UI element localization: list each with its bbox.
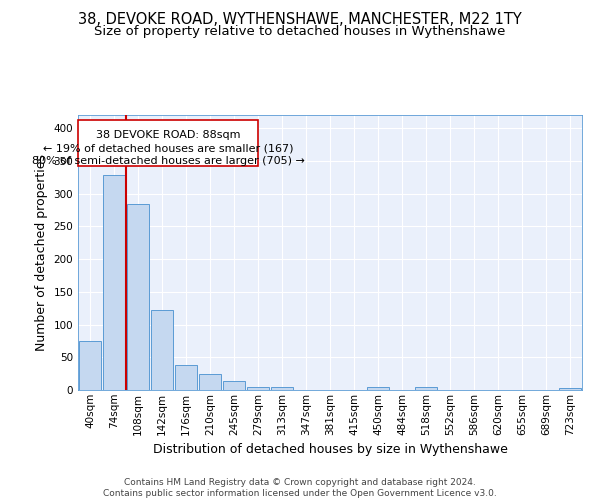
Text: 80% of semi-detached houses are larger (705) →: 80% of semi-detached houses are larger (… — [32, 156, 305, 166]
Text: 38 DEVOKE ROAD: 88sqm: 38 DEVOKE ROAD: 88sqm — [96, 130, 241, 140]
Bar — [199, 374, 221, 390]
Text: ← 19% of detached houses are smaller (167): ← 19% of detached houses are smaller (16… — [43, 144, 294, 154]
Bar — [223, 381, 245, 390]
Bar — [247, 388, 269, 390]
Bar — [415, 388, 437, 390]
Bar — [175, 365, 197, 390]
Bar — [103, 175, 125, 390]
Text: Size of property relative to detached houses in Wythenshawe: Size of property relative to detached ho… — [94, 25, 506, 38]
Bar — [127, 204, 149, 390]
Bar — [367, 386, 389, 390]
Text: Contains HM Land Registry data © Crown copyright and database right 2024.
Contai: Contains HM Land Registry data © Crown c… — [103, 478, 497, 498]
Bar — [151, 310, 173, 390]
Y-axis label: Number of detached properties: Number of detached properties — [35, 154, 48, 351]
Bar — [79, 341, 101, 390]
Text: 38, DEVOKE ROAD, WYTHENSHAWE, MANCHESTER, M22 1TY: 38, DEVOKE ROAD, WYTHENSHAWE, MANCHESTER… — [78, 12, 522, 28]
Bar — [559, 388, 581, 390]
X-axis label: Distribution of detached houses by size in Wythenshawe: Distribution of detached houses by size … — [152, 443, 508, 456]
Bar — [271, 388, 293, 390]
FancyBboxPatch shape — [79, 120, 259, 166]
